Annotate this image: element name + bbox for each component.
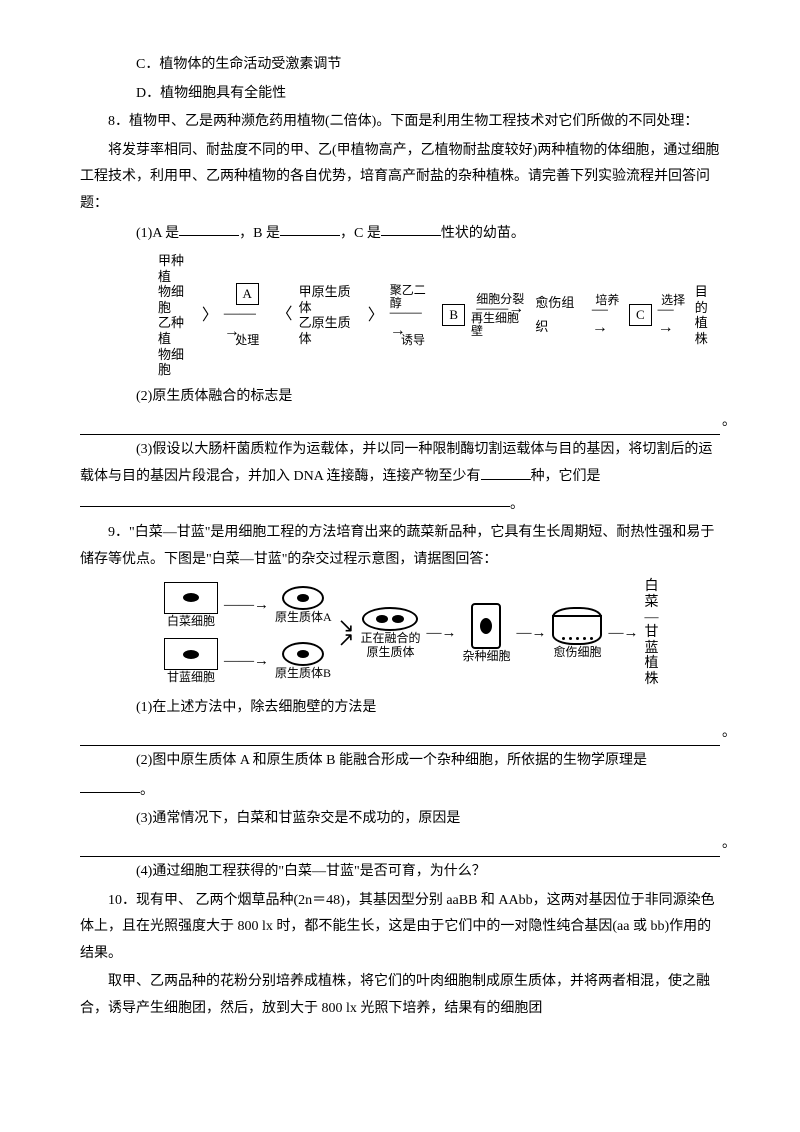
q9-diagram: 白菜细胞 ——→ 原生质体A 甘蓝细胞 ——→ 原生质体B ↘↗ 正在融合的 原… (164, 579, 720, 687)
t: (2)图中原生质体 A 和原生质体 B 能融合形成一个杂种细胞，所依据的生物学原… (136, 753, 647, 768)
arrow-peg: 聚乙二醇 ——→ 诱导 (390, 284, 437, 347)
arrow-div: 细胞分裂 ——→ 再生细胞壁 (471, 293, 529, 338)
t: 植 (644, 656, 658, 671)
t: 植株 (695, 315, 720, 346)
t: 菜 (644, 595, 658, 610)
t: 株 (644, 672, 658, 687)
baicai-cell: 白菜细胞 (164, 582, 218, 628)
q7-option-d: D．植物细胞具有全能性 (80, 81, 720, 108)
q8-p1-mid1: ，B 是 (239, 225, 280, 240)
box-a: A (236, 283, 259, 305)
q8-protoplasts: 甲原生质体 乙原生质体 (299, 284, 362, 346)
q8-p1-suffix: 性状的幼苗。 (441, 225, 525, 240)
merge-icon2: 〉 (368, 311, 384, 321)
q7-option-c: C．植物体的生命活动受激素调节 (80, 52, 720, 79)
q8-p2-blank[interactable] (80, 412, 720, 434)
fusing-cell: 正在融合的 原生质体 (360, 607, 420, 660)
t: 再生细胞壁 (471, 312, 529, 338)
t: 乙种植 (158, 315, 184, 346)
t: 蓝 (644, 641, 658, 656)
merge-arrows-icon: ↘↗ (338, 619, 355, 647)
q10-intro: 10．现有甲、 乙两个烟草品种(2n＝48)，其基因型分别 aaBB 和 AAb… (80, 888, 720, 968)
t: 种，它们是 (531, 469, 601, 484)
arrow-icon: —→ (426, 619, 456, 648)
t: 目的 (695, 284, 720, 315)
q8-intro: 8．植物甲、乙是两种濒危药用植物(二倍体)。下面是利用生物工程技术对它们所做的不… (80, 109, 720, 136)
t: 甘蓝细胞 (167, 670, 215, 684)
q8-flow-diagram: 甲种植 物细胞 乙种植 物细胞 〉 A ——→ 处理 〈 甲原生质体 乙原生质体… (158, 253, 720, 378)
target-plant: 目的 植株 (695, 284, 720, 346)
box-b: B (442, 304, 465, 326)
t: 愈伤细胞 (553, 645, 601, 659)
split-icon: 〈 (277, 300, 293, 330)
t: 原生质体B (275, 666, 331, 680)
q9-p2b: 。 (80, 777, 720, 804)
t: (3)假设以大肠杆菌质粒作为运载体，并以同一种限制酶切割运载体与目的基因，将切割… (80, 442, 712, 484)
arrow-icon: —→ (516, 619, 546, 648)
arrow-icon: ——→ (224, 647, 269, 676)
arrow-icon: —→ (608, 619, 638, 648)
q9-p1: (1)在上述方法中，除去细胞壁的方法是 (80, 695, 720, 722)
t: 处理 (235, 334, 259, 347)
arrow-select: 选择 —→ (658, 294, 689, 336)
t: 甘 (644, 625, 658, 640)
proto-b: 原生质体B (275, 642, 331, 680)
t: 。 (140, 782, 154, 797)
q8-p3: (3)假设以大肠杆菌质粒作为运载体，并以同一种限制酶切割运载体与目的基因，将切割… (80, 437, 720, 518)
t: 杂种细胞 (462, 649, 510, 663)
q10-desc: 取甲、乙两品种的花粉分别培养成植株，将它们的叶肉细胞制成原生质体，并将两者相混，… (80, 969, 720, 1022)
q8-p1-mid2: ，C 是 (340, 225, 381, 240)
hybrid-cell: 杂种细胞 (462, 603, 510, 663)
t: 物细胞 (158, 347, 184, 378)
callus-cell: 愈伤细胞 (552, 607, 602, 659)
q9-intro: 9．"白菜—甘蓝"是用细胞工程的方法培育出来的蔬菜新品种，它具有生长周期短、耐热… (80, 520, 720, 573)
t: 原生质体 (366, 645, 414, 659)
q9-p4: (4)通过细胞工程获得的"白菜—甘蓝"是否可育，为什么？ (80, 859, 720, 886)
blank-principle[interactable] (80, 777, 140, 794)
blank-b[interactable] (280, 220, 340, 237)
ganlan-cell: 甘蓝细胞 (164, 638, 218, 684)
t: 物细胞 (158, 284, 184, 315)
arrow-treat: A ——→ 处理 (224, 283, 271, 347)
q9-p2: (2)图中原生质体 A 和原生质体 B 能融合形成一个杂种细胞，所依据的生物学原… (80, 748, 720, 775)
q9-p1-blank[interactable] (80, 724, 720, 746)
box-c: C (629, 304, 652, 326)
t: 乙原生质体 (299, 315, 362, 346)
blank-c[interactable] (381, 220, 441, 237)
q8-part1: (1)A 是 ，B 是 ，C 是 性状的幼苗。 (80, 220, 720, 247)
q8-desc: 将发芽率相同、耐盐度不同的甲、乙(甲植物高产，乙植物耐盐度较好)两种植物的体细胞… (80, 138, 720, 218)
q8-left-cells: 甲种植 物细胞 乙种植 物细胞 (158, 253, 196, 378)
arrow-cult: 培养 —→ (592, 294, 623, 336)
callus-label: 愈伤组织 (535, 291, 586, 340)
t: 甲种植 (158, 253, 184, 284)
arrow-icon: ——→ (224, 591, 269, 620)
t: — (644, 610, 658, 625)
t: 白菜细胞 (167, 614, 215, 628)
result-plant: 白 菜 — 甘 蓝 植 株 (644, 579, 658, 687)
blank-a[interactable] (179, 220, 239, 237)
t: 正在融合的 (360, 631, 420, 645)
t: 诱导 (401, 334, 425, 347)
merge-icon: 〉 (202, 311, 218, 321)
t: 原生质体A (275, 610, 332, 624)
blank-species[interactable] (481, 463, 531, 480)
proto-a: 原生质体A (275, 586, 332, 624)
q9-p3: (3)通常情况下，白菜和甘蓝杂交是不成功的，原因是 (80, 806, 720, 833)
t: 白 (644, 579, 658, 594)
blank-list[interactable] (80, 491, 510, 508)
q9-p3-blank[interactable] (80, 835, 720, 857)
t: 甲原生质体 (299, 284, 362, 315)
q8-p2: (2)原生质体融合的标志是 (80, 384, 720, 411)
q8-p1-prefix: (1)A 是 (136, 225, 179, 240)
